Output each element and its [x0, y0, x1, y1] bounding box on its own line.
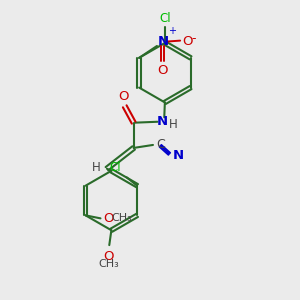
Text: O: O	[103, 212, 114, 225]
Text: CH₃: CH₃	[112, 213, 133, 224]
Text: Cl: Cl	[159, 12, 171, 25]
Text: +: +	[168, 26, 176, 36]
Text: N: N	[157, 35, 169, 48]
Text: -: -	[191, 32, 196, 45]
Text: N: N	[156, 115, 167, 128]
Text: O: O	[182, 35, 193, 48]
Text: N: N	[172, 149, 183, 162]
Text: O: O	[118, 90, 128, 103]
Text: CH₃: CH₃	[98, 259, 119, 269]
Text: H: H	[169, 118, 178, 131]
Text: C: C	[156, 138, 165, 152]
Text: Cl: Cl	[109, 161, 121, 174]
Text: O: O	[103, 250, 114, 262]
Text: H: H	[92, 161, 101, 174]
Text: O: O	[157, 64, 168, 77]
